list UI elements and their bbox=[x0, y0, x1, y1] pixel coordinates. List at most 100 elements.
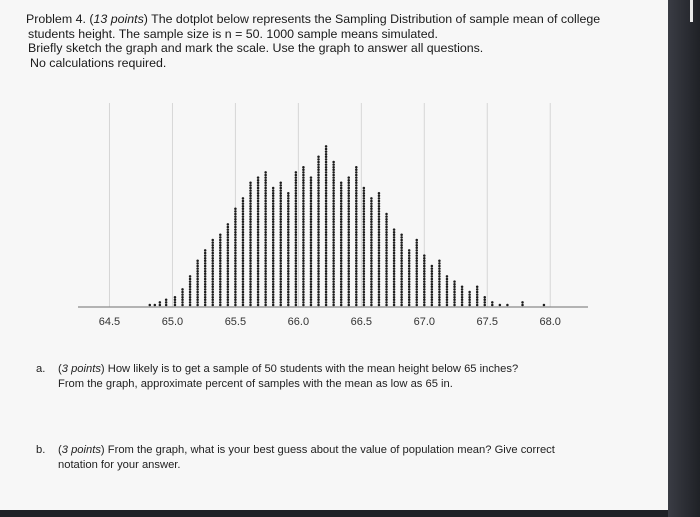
dot bbox=[317, 288, 320, 291]
dot bbox=[400, 254, 403, 257]
dot bbox=[324, 269, 328, 273]
dot bbox=[256, 243, 260, 247]
dot bbox=[264, 186, 267, 190]
dot bbox=[226, 272, 230, 276]
dot bbox=[271, 303, 275, 307]
dot bbox=[181, 298, 184, 302]
dot bbox=[249, 212, 252, 216]
dot bbox=[362, 230, 366, 234]
dot bbox=[271, 220, 275, 224]
dot bbox=[385, 259, 388, 263]
dot bbox=[355, 215, 358, 218]
dot bbox=[347, 295, 350, 299]
dot bbox=[332, 160, 335, 164]
dot bbox=[400, 290, 403, 294]
dot bbox=[234, 280, 237, 283]
dot bbox=[271, 199, 275, 203]
dot bbox=[347, 238, 350, 242]
dot bbox=[279, 181, 282, 185]
dot bbox=[362, 197, 366, 200]
dot bbox=[294, 178, 298, 182]
dot bbox=[423, 277, 426, 281]
dot bbox=[324, 246, 328, 250]
dot bbox=[309, 181, 313, 185]
dot bbox=[287, 197, 290, 200]
dot bbox=[294, 197, 298, 200]
dot bbox=[294, 254, 298, 257]
dot bbox=[355, 290, 358, 294]
dot bbox=[438, 264, 441, 268]
dot bbox=[355, 204, 358, 208]
dot bbox=[324, 236, 328, 239]
dot bbox=[264, 212, 267, 216]
dot bbox=[234, 207, 237, 211]
dot bbox=[324, 256, 328, 260]
dot bbox=[256, 267, 260, 270]
dot bbox=[339, 249, 343, 252]
dot bbox=[241, 199, 245, 203]
dot bbox=[249, 251, 252, 255]
dot bbox=[438, 280, 441, 283]
dot bbox=[445, 275, 449, 278]
dot bbox=[370, 204, 373, 208]
dot bbox=[294, 186, 298, 190]
dot bbox=[415, 262, 418, 265]
dot bbox=[196, 298, 199, 302]
dot bbox=[294, 173, 298, 177]
dot bbox=[317, 236, 320, 239]
dot bbox=[302, 173, 305, 177]
dot bbox=[377, 282, 381, 286]
dot bbox=[355, 173, 358, 177]
dot bbox=[339, 204, 343, 208]
dot bbox=[294, 285, 298, 289]
dot bbox=[226, 225, 230, 229]
dot bbox=[332, 223, 335, 226]
dot bbox=[324, 282, 328, 286]
dot bbox=[438, 293, 441, 296]
dot bbox=[302, 212, 305, 216]
dot bbox=[271, 288, 275, 291]
dot bbox=[385, 236, 388, 239]
dot bbox=[347, 298, 350, 302]
dot bbox=[294, 241, 298, 244]
dot bbox=[385, 290, 388, 294]
dot bbox=[196, 275, 199, 278]
dot bbox=[188, 290, 192, 294]
dot bbox=[339, 298, 343, 302]
dot bbox=[219, 280, 222, 283]
dot bbox=[339, 217, 343, 221]
dot bbox=[453, 288, 456, 291]
dot bbox=[370, 207, 373, 211]
dot bbox=[377, 280, 381, 283]
dot bbox=[377, 197, 381, 200]
dot bbox=[241, 262, 245, 265]
dot bbox=[234, 243, 237, 247]
dot bbox=[302, 249, 305, 252]
dot bbox=[241, 243, 245, 247]
dot bbox=[415, 241, 418, 244]
dot bbox=[317, 210, 320, 213]
dot bbox=[241, 249, 245, 252]
dot bbox=[287, 199, 290, 203]
dot bbox=[317, 262, 320, 265]
dot bbox=[256, 212, 260, 216]
dot bbox=[453, 280, 456, 283]
dot bbox=[324, 150, 328, 153]
dot bbox=[339, 259, 343, 263]
dot bbox=[188, 282, 192, 286]
dot bbox=[302, 207, 305, 211]
dot bbox=[355, 197, 358, 200]
dot bbox=[317, 275, 320, 278]
dot bbox=[287, 243, 290, 247]
dot bbox=[339, 191, 343, 195]
dot bbox=[294, 290, 298, 294]
dot bbox=[339, 236, 343, 239]
dot bbox=[317, 168, 320, 172]
dot bbox=[430, 275, 434, 278]
dot bbox=[309, 217, 313, 221]
dot bbox=[241, 285, 245, 289]
dot bbox=[475, 295, 479, 299]
dot bbox=[249, 269, 252, 273]
dot bbox=[302, 280, 305, 283]
dot bbox=[339, 293, 343, 296]
